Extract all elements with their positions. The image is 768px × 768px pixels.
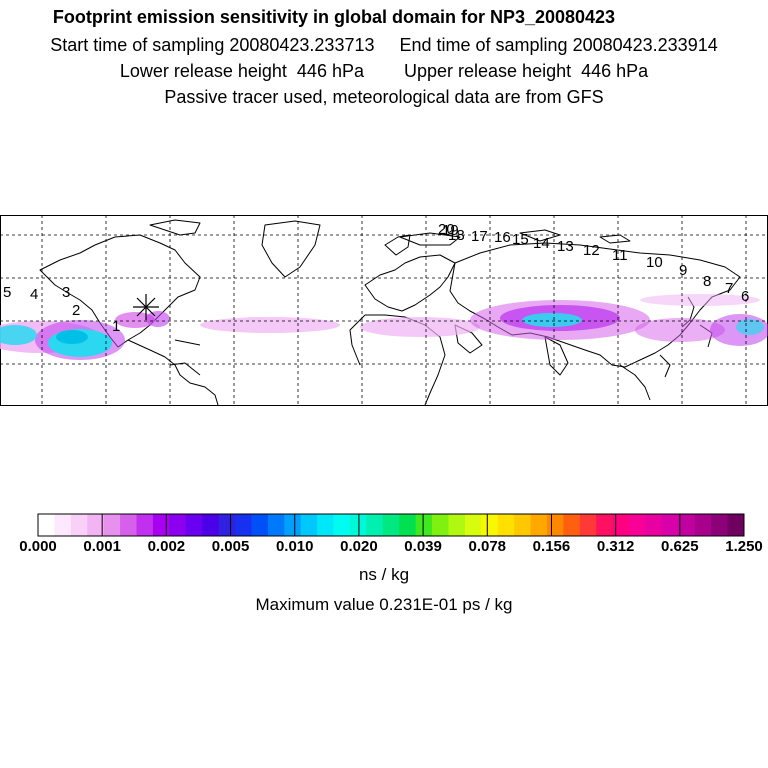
colorbar-cell bbox=[267, 514, 285, 536]
trajectory-label: 3 bbox=[62, 284, 70, 301]
colorbar-cell bbox=[645, 514, 663, 536]
trajectory-label: 17 bbox=[471, 228, 488, 245]
colorbar-tick-label: 1.250 bbox=[725, 538, 763, 555]
colorbar-tick-label: 0.039 bbox=[404, 538, 442, 555]
colorbar-cell bbox=[546, 514, 564, 536]
colorbar-unit: ns / kg bbox=[358, 565, 410, 584]
colorbar-tick-label: 0.078 bbox=[468, 538, 507, 555]
trajectory-label: 8 bbox=[703, 273, 711, 290]
trajectory-label: 10 bbox=[646, 254, 663, 271]
trajectory-label: 11 bbox=[612, 247, 628, 264]
colorbar-cell bbox=[38, 514, 55, 536]
tracer-info-line: Passive tracer used, meteorological data… bbox=[164, 87, 604, 107]
colorbar-cell bbox=[382, 514, 400, 536]
colorbar-cell bbox=[415, 514, 433, 536]
trajectory-label: 18 bbox=[448, 227, 465, 244]
trajectory-label: 5 bbox=[3, 284, 11, 301]
colorbar-tick-label: 0.312 bbox=[596, 538, 635, 555]
colorbar-cell bbox=[563, 514, 581, 536]
colorbar-cell bbox=[579, 514, 597, 536]
colorbar-cell bbox=[235, 514, 252, 536]
colorbar-cell bbox=[481, 514, 499, 536]
trajectory-label: 14 bbox=[533, 235, 550, 252]
colorbar-cell bbox=[152, 514, 170, 536]
colorbar-cell bbox=[661, 514, 679, 536]
colorbar-cell bbox=[497, 514, 515, 536]
colorbar-cell bbox=[54, 514, 72, 536]
colorbar-cell bbox=[694, 514, 712, 536]
colorbar-cell bbox=[711, 514, 729, 536]
colorbar-tick-label: 0.020 bbox=[340, 538, 378, 555]
colorbar-cell bbox=[596, 514, 614, 536]
world-map: 1 2 3 4 5 6 7 8 9 10 11 12 13 14 15 16 1… bbox=[0, 215, 768, 407]
trajectory-label: 12 bbox=[583, 242, 600, 259]
colorbar-cell bbox=[464, 514, 482, 536]
colorbar-cell bbox=[185, 514, 203, 536]
trajectory-label: 4 bbox=[30, 286, 38, 303]
trajectory-labels: 1 2 3 4 5 6 7 8 9 10 11 12 13 14 15 16 1… bbox=[3, 221, 749, 335]
colorbar-cell bbox=[120, 514, 138, 536]
colorbar-tick-label: 0.010 bbox=[275, 538, 314, 555]
colorbar-dividers bbox=[101, 514, 681, 536]
trajectory-label: 2 bbox=[72, 302, 80, 319]
trajectory-label: 20 bbox=[438, 221, 455, 238]
colorbar-cell bbox=[629, 514, 646, 536]
colorbar-cell bbox=[300, 514, 318, 536]
colorbar-cell bbox=[70, 514, 88, 536]
colorbar-cell bbox=[514, 514, 532, 536]
colorbar-cell bbox=[399, 514, 417, 536]
sensitivity-field bbox=[0, 294, 768, 360]
colorbar-cell bbox=[317, 514, 335, 536]
colorbar bbox=[37, 513, 745, 537]
colorbar-cell bbox=[432, 514, 449, 536]
release-height-line: Lower release height 446 hPa Upper relea… bbox=[119, 61, 649, 81]
colorbar-cells bbox=[38, 514, 745, 536]
colorbar-cell bbox=[448, 514, 466, 536]
trajectory-label: 19 bbox=[442, 222, 459, 239]
sampling-time-line: Start time of sampling 20080423.233713 E… bbox=[50, 35, 718, 55]
colorbar-tick-label: 0.005 bbox=[211, 538, 250, 555]
colorbar-cell bbox=[103, 514, 121, 536]
colorbar-cell bbox=[284, 514, 302, 536]
colorbar-cell bbox=[333, 514, 351, 536]
colorbar-cell bbox=[251, 514, 269, 536]
colorbar-cell bbox=[169, 514, 187, 536]
colorbar-cell bbox=[727, 514, 745, 536]
colorbar-tick-label: 0.002 bbox=[147, 538, 186, 555]
lat-lon-grid bbox=[0, 215, 768, 407]
colorbar-cell bbox=[366, 514, 384, 536]
colorbar-cell bbox=[218, 514, 236, 536]
colorbar-cell bbox=[87, 514, 105, 536]
plot-title: Footprint emission sensitivity in global… bbox=[52, 7, 616, 27]
colorbar-cell bbox=[530, 514, 548, 536]
colorbar-cell bbox=[202, 514, 220, 536]
colorbar-cell bbox=[678, 514, 696, 536]
colorbar-tick-label: 0.000 bbox=[19, 538, 57, 555]
colorbar-cell bbox=[612, 514, 630, 536]
trajectory-label: 15 bbox=[512, 231, 529, 248]
colorbar-tick-label: 0.625 bbox=[661, 538, 699, 555]
trajectory-label: 16 bbox=[494, 229, 511, 246]
trajectory-label: 1 bbox=[112, 318, 120, 335]
colorbar-tick-label: 0.156 bbox=[532, 538, 571, 555]
maximum-value-text: Maximum value 0.231E-01 ps / kg bbox=[255, 595, 513, 614]
trajectory-label: 9 bbox=[679, 262, 687, 279]
colorbar-cell bbox=[136, 514, 154, 536]
asterisk-icon bbox=[133, 294, 159, 320]
trajectory-label: 6 bbox=[741, 288, 749, 305]
colorbar-tick-label: 0.001 bbox=[83, 538, 121, 555]
trajectory-label: 13 bbox=[557, 238, 574, 255]
trajectory-label: 7 bbox=[725, 280, 733, 297]
